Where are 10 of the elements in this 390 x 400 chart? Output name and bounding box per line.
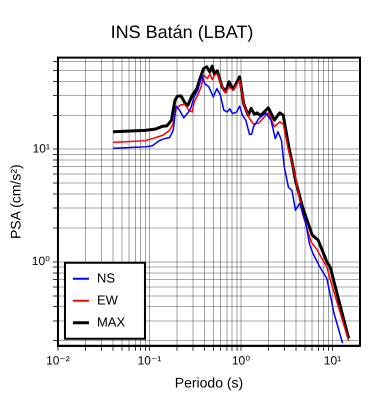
legend-label: NS	[96, 270, 116, 286]
legend-label: MAX	[96, 314, 126, 330]
chart-title: INS Batán (LBAT)	[110, 22, 254, 42]
y-axis-title: PSA (cm/s²)	[7, 164, 24, 240]
x-tick-label: 10¹	[324, 353, 342, 368]
x-tick-label: 10⁻²	[46, 353, 70, 368]
x-axis-title: Periodo (s)	[174, 374, 244, 390]
legend-label: EW	[96, 292, 119, 308]
x-tick-label: 10⁻¹	[138, 353, 162, 368]
x-tick-label: 10⁰	[232, 353, 250, 368]
